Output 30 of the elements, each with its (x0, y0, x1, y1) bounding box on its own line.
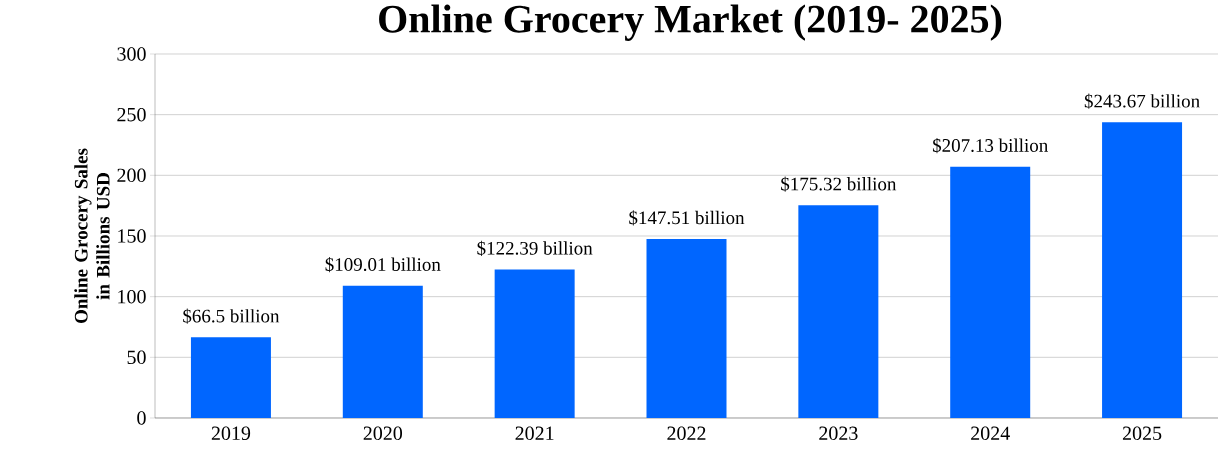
y-tick-label: 50 (127, 350, 146, 365)
x-tick-label: 2021 (515, 426, 554, 441)
data-label: $207.13 billion (932, 137, 1048, 154)
y-tick-label: 100 (118, 289, 146, 304)
x-tick-label: 2023 (819, 426, 858, 441)
x-tick-label: 2024 (971, 426, 1010, 441)
y-tick-label: 0 (137, 411, 146, 425)
data-label: $66.5 billion (183, 308, 280, 324)
data-label: $175.32 billion (781, 176, 897, 192)
x-tick-label: 2020 (363, 426, 403, 441)
bar (190, 337, 271, 418)
y-tick-label: 300 (117, 47, 146, 61)
bar (342, 285, 423, 418)
data-label: $122.39 billion (477, 240, 593, 256)
data-label: $109.01 billion (325, 256, 441, 273)
bar (1102, 122, 1183, 418)
x-tick-label: 2019 (211, 426, 251, 441)
data-label: $243.67 billion (1084, 93, 1200, 109)
chart-title: Online Grocery Market (2019- 2025) (379, 4, 1002, 41)
y-tick-label: 250 (117, 107, 146, 122)
x-tick-label: 2025 (1122, 426, 1162, 441)
y-axis-title: Online Grocery Sales in Billions USD (74, 148, 110, 324)
bar (494, 269, 575, 418)
x-tick-label: 2022 (667, 426, 706, 441)
bar (646, 239, 727, 418)
y-tick-label: 200 (117, 168, 146, 183)
bar (798, 205, 879, 418)
bar (950, 166, 1031, 418)
data-label: $147.51 billion (629, 210, 745, 226)
y-tick-label: 150 (118, 229, 146, 243)
